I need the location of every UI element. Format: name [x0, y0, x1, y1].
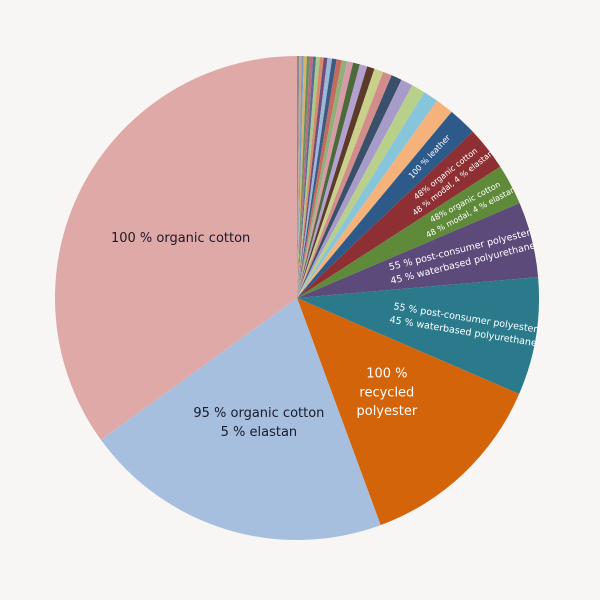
pie-slice	[297, 56, 320, 298]
pie-slice	[297, 64, 368, 299]
pie-slice	[297, 57, 333, 299]
slice-label-line: 5 % elastan	[221, 425, 298, 440]
slice-label-line: polyester	[356, 404, 417, 419]
pie-slice	[297, 56, 302, 298]
pie-slice	[297, 131, 501, 298]
slice-label-line: 100 % organic cotton	[111, 231, 250, 246]
pie-slice	[297, 56, 304, 299]
pie-slice	[297, 56, 307, 299]
pie-slice	[297, 203, 539, 298]
pie-slice	[297, 56, 314, 298]
pie-slice	[297, 59, 342, 299]
pie-slice	[297, 71, 392, 298]
slice-label: 100 % recycled polyester	[356, 367, 417, 420]
pie-slice	[297, 58, 337, 299]
pie-slice	[55, 56, 298, 440]
slice-label-line: 95 % organic cotton	[193, 406, 324, 421]
pie-slice	[297, 57, 328, 298]
slice-label: 100 % organic cotton	[111, 231, 250, 246]
pie-slice	[297, 100, 452, 299]
pie-slice	[297, 57, 324, 298]
pie-slice	[297, 60, 348, 298]
pie-slice	[297, 111, 473, 298]
pie-slice	[297, 56, 311, 298]
pie-slice	[297, 85, 425, 298]
pie-slice	[297, 79, 413, 298]
pie-slice	[297, 92, 438, 298]
pie-slice	[297, 277, 539, 394]
slice-label-line: 100 %	[366, 367, 407, 382]
pie-slice	[297, 62, 360, 298]
pie-slice	[297, 56, 300, 298]
pie-slice	[297, 75, 402, 298]
pie-slice	[297, 298, 520, 526]
pie-slice	[297, 66, 375, 298]
pie-slice	[297, 61, 354, 299]
slice-label: 95 % organic cotton 5 % elastan	[193, 406, 324, 440]
pie-slice	[297, 68, 384, 299]
pie-slice	[297, 166, 520, 298]
pie-slice	[297, 56, 317, 299]
pie-slice	[100, 298, 381, 540]
slice-label-line: recycled	[359, 385, 414, 400]
